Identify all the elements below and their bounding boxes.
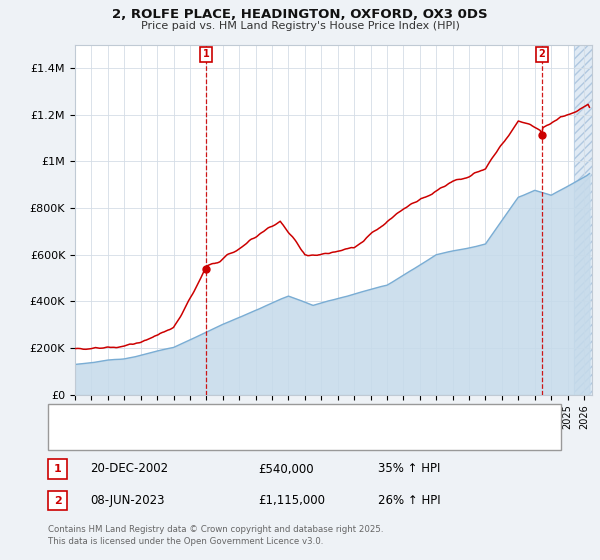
- Text: 20-DEC-2002: 20-DEC-2002: [90, 463, 168, 475]
- Text: ——: ——: [57, 412, 71, 422]
- Text: Price paid vs. HM Land Registry's House Price Index (HPI): Price paid vs. HM Land Registry's House …: [140, 21, 460, 31]
- Text: Contains HM Land Registry data © Crown copyright and database right 2025.: Contains HM Land Registry data © Crown c…: [48, 525, 383, 534]
- Bar: [574, 45, 592, 395]
- Text: £1,115,000: £1,115,000: [258, 494, 325, 507]
- Text: 2: 2: [54, 496, 61, 506]
- Text: HPI: Average price, detached house, Oxford: HPI: Average price, detached house, Oxfo…: [98, 432, 326, 442]
- Text: 1: 1: [54, 464, 61, 474]
- Text: 35% ↑ HPI: 35% ↑ HPI: [378, 463, 440, 475]
- Text: 2, ROLFE PLACE, HEADINGTON, OXFORD, OX3 0DS: 2, ROLFE PLACE, HEADINGTON, OXFORD, OX3 …: [112, 8, 488, 21]
- Text: 1: 1: [202, 49, 209, 59]
- Text: 2, ROLFE PLACE, HEADINGTON, OXFORD, OX3 0DS (detached house): 2, ROLFE PLACE, HEADINGTON, OXFORD, OX3 …: [98, 412, 455, 422]
- Text: This data is licensed under the Open Government Licence v3.0.: This data is licensed under the Open Gov…: [48, 537, 323, 546]
- Text: 2: 2: [539, 49, 545, 59]
- Text: 08-JUN-2023: 08-JUN-2023: [90, 494, 164, 507]
- Text: 26% ↑ HPI: 26% ↑ HPI: [378, 494, 440, 507]
- Text: £540,000: £540,000: [258, 463, 314, 475]
- Bar: [574, 45, 592, 395]
- Text: ——: ——: [57, 432, 71, 442]
